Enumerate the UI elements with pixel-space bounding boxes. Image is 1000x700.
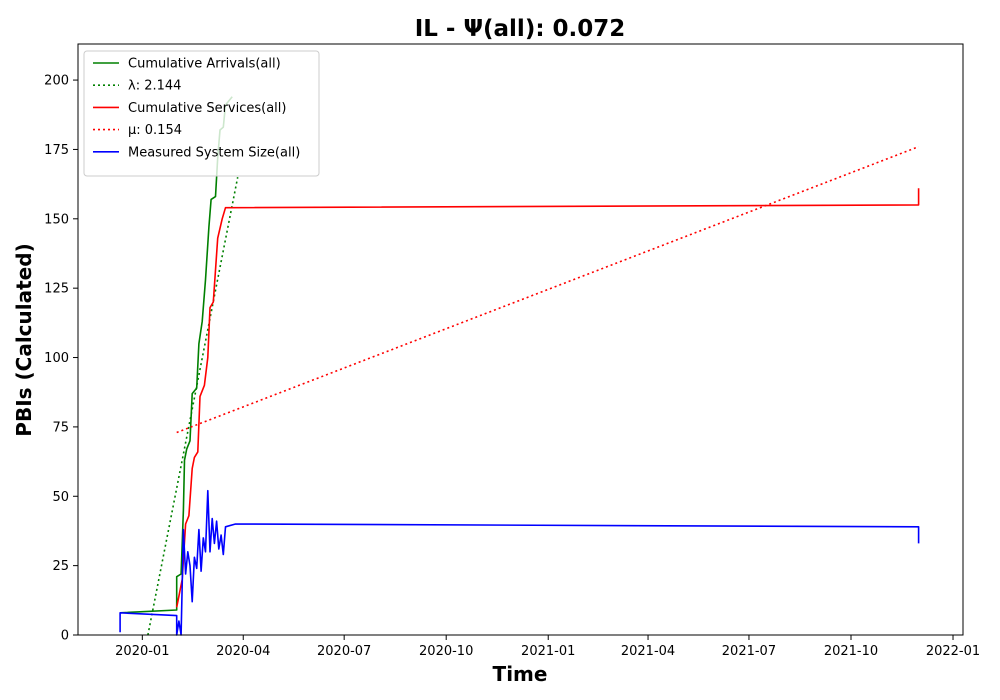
series-line-2 xyxy=(175,188,920,608)
legend-entry-label: λ: 2.144 xyxy=(128,79,181,94)
chart-title: IL - Ψ(all): 0.072 xyxy=(415,16,626,42)
x-tick-label: 2020-10 xyxy=(419,644,473,659)
y-tick-label: 25 xyxy=(52,559,69,574)
plot-frame xyxy=(77,43,964,636)
x-axis-label: Time xyxy=(493,662,548,686)
y-tick-label: 50 xyxy=(52,490,69,505)
series-line-1 xyxy=(147,177,239,636)
x-tick-label: 2020-04 xyxy=(216,644,270,659)
x-axis: 2020-01 2020-04 2020-07 2020-10 2021-01 2021-… xyxy=(115,635,980,659)
y-tick-label: 100 xyxy=(44,351,69,366)
x-tick-label: 2021-04 xyxy=(621,644,675,659)
legend-box xyxy=(83,50,320,177)
y-tick-label: 175 xyxy=(44,143,69,158)
y-tick-label: 0 xyxy=(61,629,69,644)
y-tick-label: 125 xyxy=(44,282,69,297)
y-tick-label: 75 xyxy=(52,420,69,435)
y-axis: 0 25 50 75 100 125 150 175 200 xyxy=(44,74,78,644)
x-tick-label: 2021-07 xyxy=(722,644,776,659)
x-tick-label: 2020-01 xyxy=(115,644,169,659)
legend-entry-label: Measured System Size(all) xyxy=(128,145,300,160)
y-axis-label: PBIs (Calculated) xyxy=(12,243,36,436)
y-tick-label: 150 xyxy=(44,212,69,227)
legend: Cumulative Arrivals(all) λ: 2.144 Cumulati… xyxy=(83,50,320,177)
y-tick-label: 200 xyxy=(44,74,69,89)
series-line-3 xyxy=(176,145,919,434)
series-line-4 xyxy=(119,489,920,636)
legend-entry-label: μ: 0.154 xyxy=(128,123,182,138)
x-tick-label: 2021-01 xyxy=(521,644,575,659)
x-tick-label: 2020-07 xyxy=(317,644,371,659)
legend-entry-label: Cumulative Arrivals(all) xyxy=(128,57,281,72)
x-tick-label: 2022-01 xyxy=(926,644,980,659)
x-tick-label: 2021-10 xyxy=(824,644,878,659)
legend-entry-label: Cumulative Services(all) xyxy=(128,101,286,116)
